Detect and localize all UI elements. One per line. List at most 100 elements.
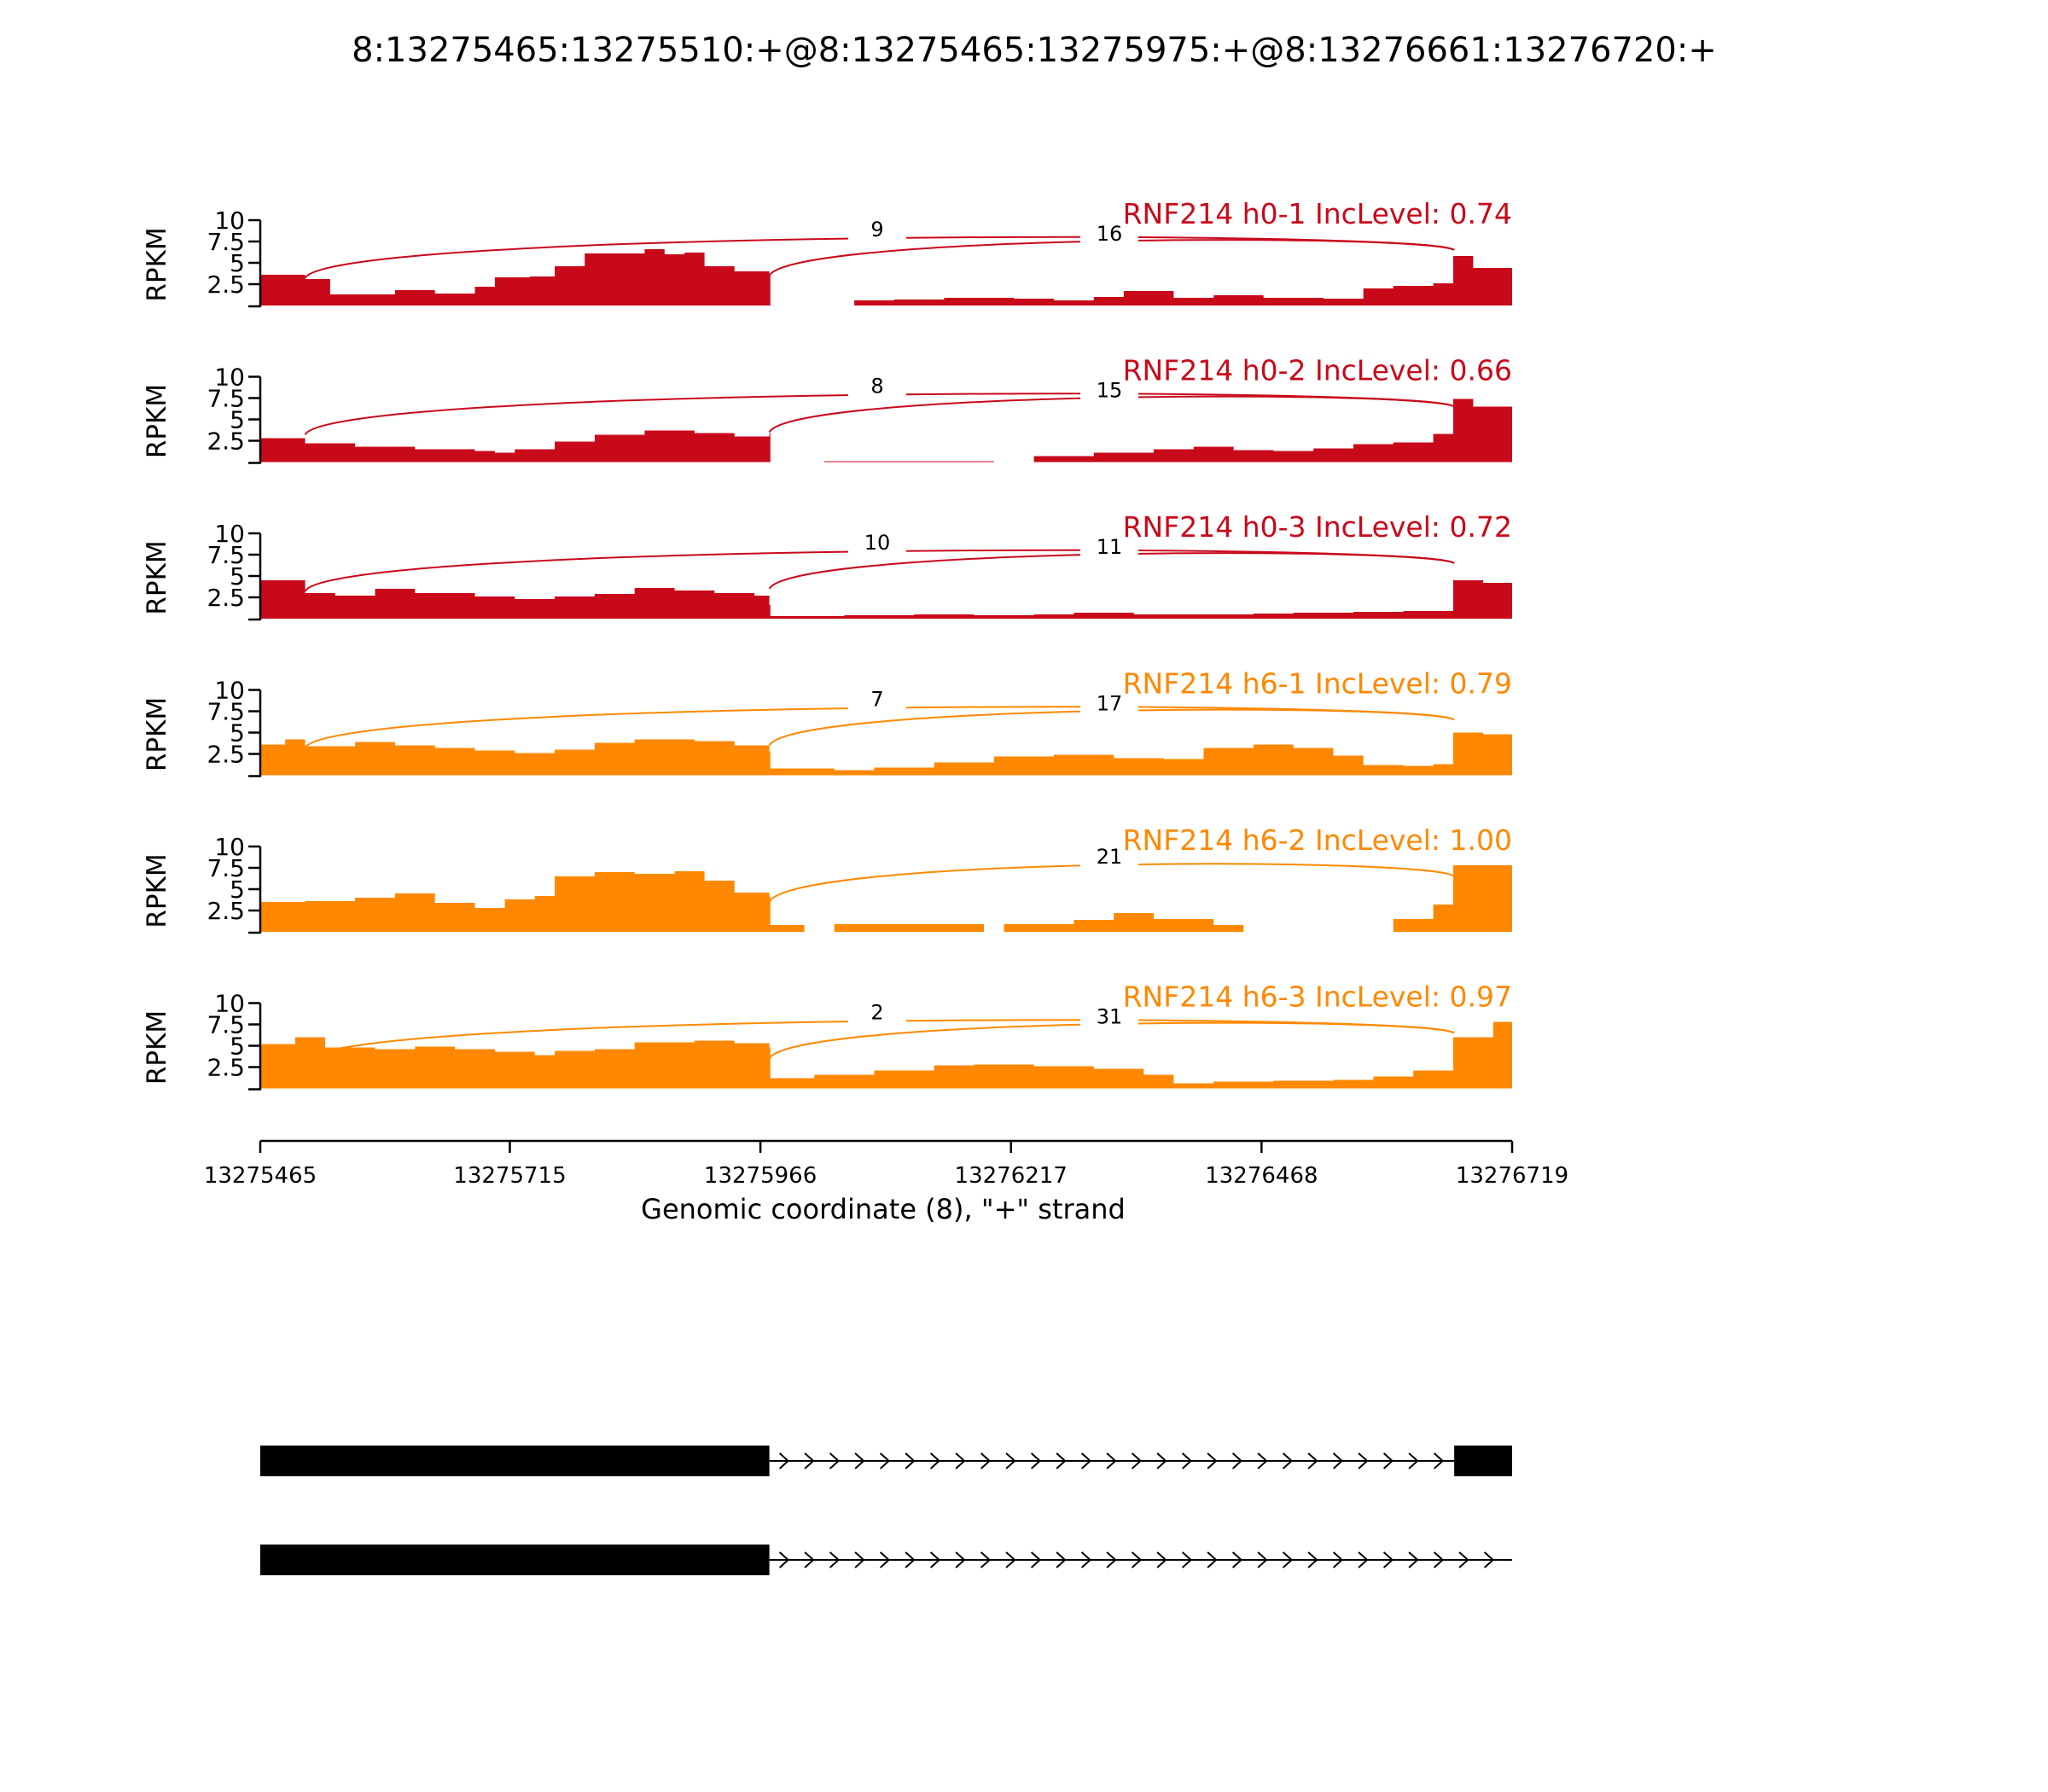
x-tick-label: 13275715: [453, 1163, 566, 1189]
chart-title: 8:13275465:13275510:+@8:13275465:1327597…: [352, 31, 1717, 70]
coverage-area: [260, 1015, 1512, 1089]
x-axis: 13275465 13275715 13275966 13276217 13276468…: [204, 1139, 1568, 1189]
y-tick-label: 7.5: [207, 698, 245, 726]
strand-arrow: [1483, 1551, 1495, 1568]
sample-label: RNF214 h0-2 IncLevel: 0.66: [1123, 354, 1512, 387]
strand-arrow: [1433, 1551, 1445, 1568]
junction-count: 16: [1097, 222, 1123, 246]
y-tick-label: 2.5: [207, 1054, 245, 1082]
strand-arrow: [829, 1551, 841, 1568]
strand-arrow: [905, 1452, 916, 1469]
strand-arrow: [854, 1551, 865, 1568]
strand-arrow: [1332, 1551, 1344, 1568]
sample-label: RNF214 h0-3 IncLevel: 0.72: [1123, 510, 1512, 544]
junction-count: 21: [1097, 845, 1123, 869]
strand-arrow: [1307, 1452, 1318, 1469]
coverage-panel: 8 15 2.557.510 RPKM RNF214 h0-2 IncLevel: 0.…: [142, 354, 1512, 464]
strand-arrow: [778, 1551, 790, 1568]
strand-arrow: [1181, 1452, 1193, 1469]
coverage-area: [260, 865, 1512, 932]
strand-arrow: [1408, 1551, 1419, 1568]
x-tick-label: 13275966: [704, 1163, 817, 1189]
y-tick-label: 5: [230, 1033, 245, 1061]
y-tick-label: 5: [230, 562, 245, 591]
sample-label: RNF214 h0-1 IncLevel: 0.74: [1123, 197, 1512, 230]
strand-arrow: [1382, 1452, 1394, 1469]
junction-count: 10: [864, 531, 891, 555]
coverage-area: [260, 731, 1512, 776]
coverage-area: [260, 399, 1512, 463]
transcript-models: [260, 1446, 1512, 1575]
junction-count: 9: [870, 218, 883, 241]
y-tick-label: 5: [230, 876, 245, 904]
strand-arrow: [1282, 1551, 1294, 1568]
x-tick-label: 13276719: [1456, 1163, 1568, 1189]
y-axis-label: RPKM: [142, 697, 172, 771]
strand-arrow: [1257, 1551, 1268, 1568]
strand-arrow: [1181, 1551, 1193, 1568]
y-tick-label: 2.5: [207, 271, 245, 299]
exon-block: [260, 1446, 770, 1476]
coverage-area: [260, 249, 1512, 305]
junction-count: 2: [870, 1001, 883, 1025]
strand-arrow: [879, 1452, 891, 1469]
coverage-panel: 9 16 2.557.510 RPKM RNF214 h0-1 IncLevel: 0.…: [142, 197, 1512, 308]
junction-label-bg: [1080, 535, 1138, 561]
y-axis-label: RPKM: [142, 1010, 172, 1085]
junction-label-bg: [1080, 1004, 1138, 1031]
y-tick-label: 10: [214, 207, 245, 235]
strand-arrow: [829, 1452, 841, 1469]
y-tick-label: 7.5: [207, 228, 245, 256]
y-tick-label: 10: [214, 520, 245, 548]
y-tick-label: 2.5: [207, 428, 245, 456]
strand-arrow: [1030, 1452, 1042, 1469]
junction-label-bg: [848, 531, 906, 556]
y-tick-label: 7.5: [207, 541, 245, 569]
exon-block: [1454, 1446, 1512, 1476]
strand-arrow: [1030, 1551, 1042, 1568]
coverage-panel: 21 2.557.510 RPKM RNF214 h6-2 IncLevel: 1.0…: [142, 823, 1512, 934]
strand-arrow: [1358, 1551, 1369, 1568]
strand-arrow: [1282, 1452, 1294, 1469]
strand-arrow: [1231, 1551, 1243, 1568]
strand-arrow: [1458, 1551, 1469, 1568]
y-tick-label: 5: [230, 249, 245, 277]
sample-label: RNF214 h6-3 IncLevel: 0.97: [1123, 980, 1512, 1014]
junction-count: 7: [870, 688, 883, 712]
y-axis-label: RPKM: [142, 853, 172, 928]
junction-count: 17: [1097, 692, 1123, 716]
coverage-panel: 7 17 2.557.510 RPKM RNF214 h6-1 IncLevel: 0.…: [142, 667, 1512, 777]
strand-arrow: [1382, 1551, 1394, 1568]
junction-label-bg: [1080, 845, 1138, 870]
junction-arc: [304, 706, 1455, 749]
junction-label-bg: [1080, 691, 1138, 718]
y-axis-label: RPKM: [142, 227, 172, 301]
strand-arrow: [1005, 1452, 1016, 1469]
strand-arrow: [1433, 1452, 1445, 1469]
junction-label-bg: [848, 1000, 906, 1027]
strand-arrow: [804, 1452, 815, 1469]
y-tick-label: 7.5: [207, 385, 245, 413]
y-tick-label: 7.5: [207, 1011, 245, 1039]
strand-arrow: [1257, 1452, 1268, 1469]
strand-arrow: [1358, 1452, 1369, 1469]
strand-arrow: [1408, 1452, 1419, 1469]
junction-count: 8: [870, 375, 883, 399]
strand-arrow: [955, 1551, 966, 1568]
junction-label-bg: [848, 687, 906, 713]
exon-block: [260, 1545, 770, 1575]
strand-arrow: [1106, 1551, 1117, 1568]
x-tick-label: 13276217: [955, 1163, 1068, 1189]
strand-arrow: [905, 1551, 916, 1568]
y-tick-label: 2.5: [207, 741, 245, 769]
junction-label-bg: [1080, 222, 1138, 247]
y-tick-label: 5: [230, 406, 245, 434]
coverage-panel: 2 31 2.557.510 RPKM RNF214 h6-3 IncLevel: 0.…: [142, 980, 1512, 1091]
sample-label: RNF214 h6-1 IncLevel: 0.79: [1123, 667, 1512, 701]
transcript-model: [260, 1446, 1512, 1476]
junction-arc: [304, 393, 1455, 436]
strand-arrow: [1080, 1551, 1092, 1568]
